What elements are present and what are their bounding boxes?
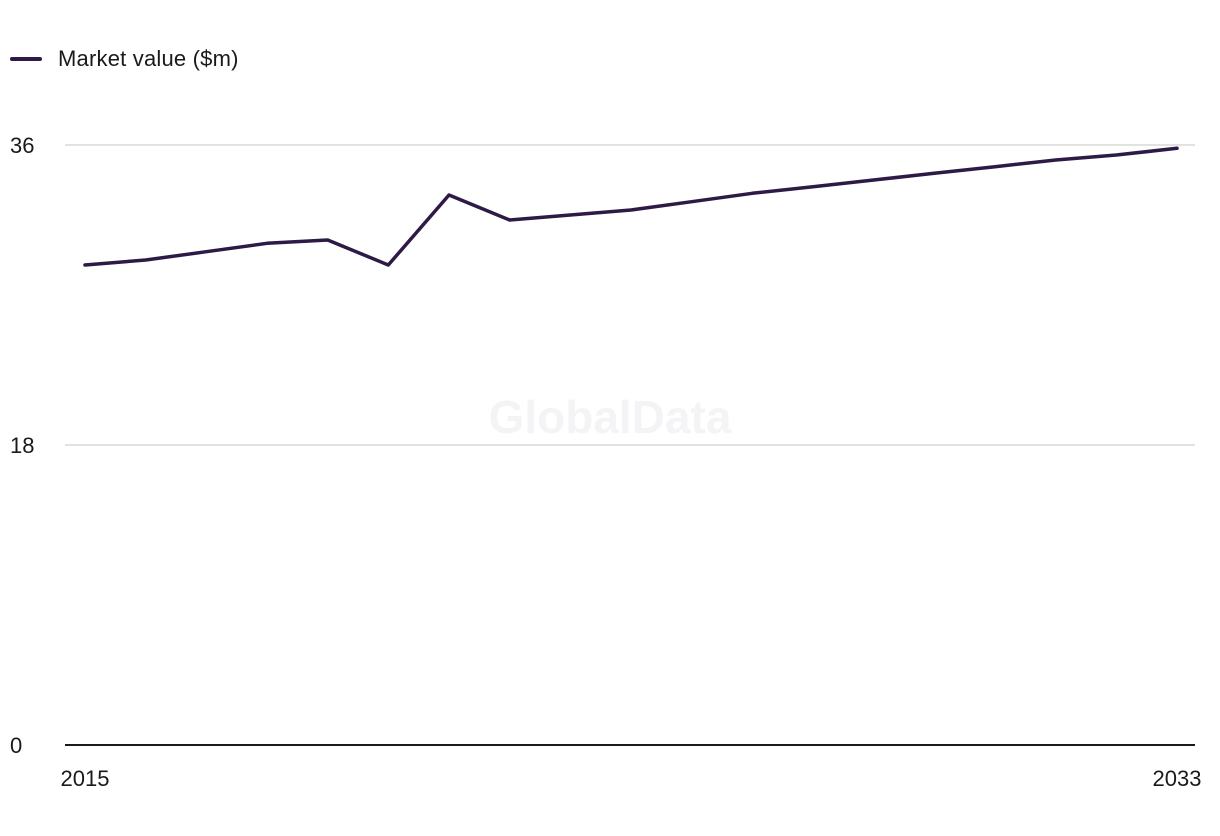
x-axis-ticks: 2015 2033 — [61, 766, 1202, 791]
gridlines — [65, 144, 1195, 746]
y-axis-ticks: 0 18 36 — [10, 133, 34, 758]
legend-label: Market value ($m) — [58, 46, 239, 71]
legend-swatch — [10, 57, 42, 61]
y-tick-label: 18 — [10, 433, 34, 458]
x-tick-label: 2033 — [1153, 766, 1202, 791]
y-tick-label: 0 — [10, 733, 22, 758]
y-tick-label: 36 — [10, 133, 34, 158]
series — [83, 146, 1179, 267]
series-line — [83, 146, 1179, 267]
x-tick-label: 2015 — [61, 766, 110, 791]
legend: Market value ($m) — [10, 46, 239, 72]
